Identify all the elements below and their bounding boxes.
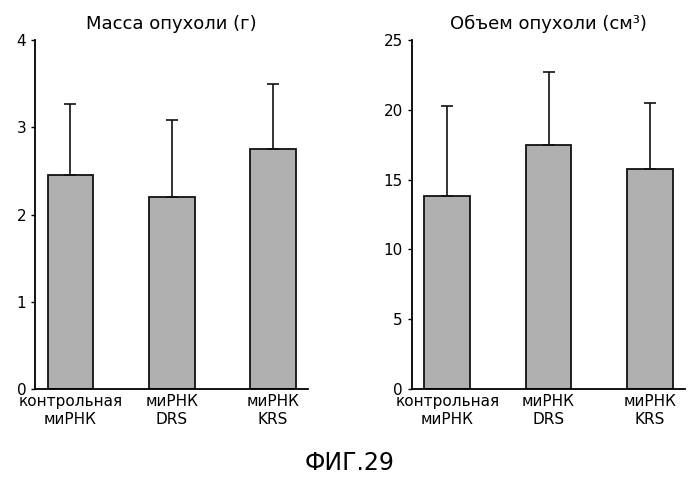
Text: ФИГ.29: ФИГ.29 [305,451,395,475]
Title: Объем опухоли (см³): Объем опухоли (см³) [450,15,647,33]
Bar [251,149,296,389]
Bar [149,197,195,389]
Bar [424,196,470,389]
Bar [48,175,93,389]
Bar [627,168,673,389]
Bar [526,145,571,389]
Title: Масса опухоли (г): Масса опухоли (г) [87,15,257,33]
